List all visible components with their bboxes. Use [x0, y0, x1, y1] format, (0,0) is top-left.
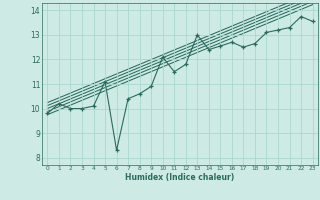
X-axis label: Humidex (Indice chaleur): Humidex (Indice chaleur): [125, 173, 235, 182]
